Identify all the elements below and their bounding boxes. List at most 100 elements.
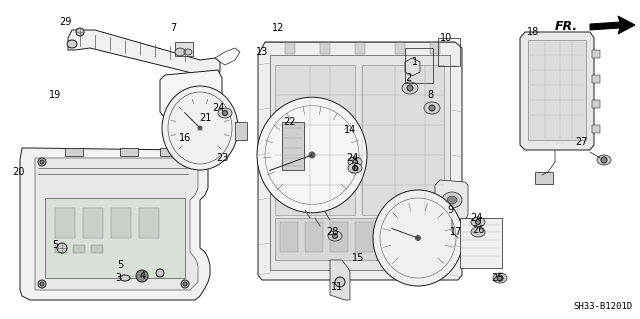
Ellipse shape bbox=[471, 227, 485, 237]
Text: 12: 12 bbox=[272, 23, 284, 33]
Ellipse shape bbox=[402, 82, 418, 94]
Text: 23: 23 bbox=[216, 153, 228, 163]
Ellipse shape bbox=[471, 217, 485, 227]
Bar bbox=[285, 42, 295, 54]
Text: 6: 6 bbox=[352, 163, 358, 173]
Ellipse shape bbox=[328, 231, 342, 241]
Bar bbox=[73, 245, 85, 253]
Bar bbox=[55, 208, 75, 238]
Bar bbox=[592, 75, 600, 83]
Ellipse shape bbox=[76, 28, 84, 36]
Polygon shape bbox=[520, 32, 594, 150]
Bar bbox=[65, 148, 83, 156]
Bar bbox=[91, 245, 103, 253]
Text: 9: 9 bbox=[447, 205, 453, 215]
Bar bbox=[592, 125, 600, 133]
Text: 4: 4 bbox=[140, 271, 146, 281]
Bar bbox=[438, 38, 460, 66]
Text: 8: 8 bbox=[427, 90, 433, 100]
Text: 3: 3 bbox=[115, 273, 121, 283]
Bar bbox=[111, 208, 131, 238]
Bar bbox=[275, 65, 355, 215]
Bar bbox=[270, 55, 450, 270]
Ellipse shape bbox=[181, 158, 189, 166]
Ellipse shape bbox=[429, 105, 435, 111]
Bar bbox=[380, 222, 398, 252]
Polygon shape bbox=[35, 158, 198, 290]
Text: 19: 19 bbox=[49, 90, 61, 100]
Polygon shape bbox=[435, 180, 468, 222]
Ellipse shape bbox=[348, 163, 362, 173]
Ellipse shape bbox=[120, 275, 130, 281]
Ellipse shape bbox=[40, 160, 44, 164]
Text: 24: 24 bbox=[212, 103, 224, 113]
Polygon shape bbox=[405, 58, 420, 76]
Ellipse shape bbox=[198, 126, 202, 130]
Ellipse shape bbox=[348, 157, 362, 167]
Ellipse shape bbox=[223, 111, 227, 115]
Polygon shape bbox=[68, 30, 220, 75]
Bar bbox=[592, 100, 600, 108]
Ellipse shape bbox=[156, 269, 164, 277]
Text: 27: 27 bbox=[576, 137, 588, 147]
Text: 10: 10 bbox=[440, 33, 452, 43]
Text: 13: 13 bbox=[256, 47, 268, 57]
Bar bbox=[355, 42, 365, 54]
Ellipse shape bbox=[373, 190, 463, 286]
Ellipse shape bbox=[40, 282, 44, 286]
Ellipse shape bbox=[175, 48, 185, 56]
Bar bbox=[535, 172, 553, 184]
Text: 1: 1 bbox=[412, 57, 418, 67]
Ellipse shape bbox=[447, 196, 457, 204]
Bar bbox=[120, 148, 138, 156]
Ellipse shape bbox=[67, 40, 77, 48]
Ellipse shape bbox=[218, 108, 232, 118]
Ellipse shape bbox=[257, 97, 367, 213]
Ellipse shape bbox=[136, 270, 148, 282]
Text: 11: 11 bbox=[331, 282, 343, 292]
Bar bbox=[430, 42, 440, 54]
Text: 14: 14 bbox=[344, 125, 356, 135]
Ellipse shape bbox=[415, 235, 420, 241]
Text: 16: 16 bbox=[179, 133, 191, 143]
Ellipse shape bbox=[221, 109, 229, 117]
Text: 24: 24 bbox=[470, 213, 482, 223]
Bar bbox=[282, 122, 304, 170]
Bar bbox=[45, 198, 185, 278]
Ellipse shape bbox=[183, 160, 187, 164]
Text: 26: 26 bbox=[472, 225, 484, 235]
Text: 24: 24 bbox=[346, 153, 358, 163]
Bar bbox=[460, 218, 502, 268]
Ellipse shape bbox=[38, 280, 46, 288]
Text: 7: 7 bbox=[170, 23, 176, 33]
Text: 5: 5 bbox=[52, 240, 58, 250]
Ellipse shape bbox=[601, 157, 607, 163]
Ellipse shape bbox=[38, 158, 46, 166]
Bar bbox=[320, 42, 330, 54]
Polygon shape bbox=[258, 42, 462, 280]
Ellipse shape bbox=[407, 85, 413, 91]
Text: 17: 17 bbox=[450, 227, 462, 237]
Text: 5: 5 bbox=[117, 260, 123, 270]
Bar bbox=[405, 48, 433, 83]
Text: 28: 28 bbox=[326, 227, 338, 237]
Ellipse shape bbox=[493, 273, 507, 283]
Text: 22: 22 bbox=[284, 117, 296, 127]
Ellipse shape bbox=[223, 110, 227, 115]
Ellipse shape bbox=[353, 166, 358, 170]
Text: 20: 20 bbox=[12, 167, 24, 177]
Bar bbox=[83, 208, 103, 238]
Text: 29: 29 bbox=[59, 17, 71, 27]
Bar bbox=[592, 50, 600, 58]
Ellipse shape bbox=[424, 102, 440, 114]
Bar bbox=[395, 42, 405, 54]
Bar bbox=[355, 222, 373, 252]
Polygon shape bbox=[590, 16, 635, 34]
Bar bbox=[55, 245, 67, 253]
Bar bbox=[330, 222, 348, 252]
Ellipse shape bbox=[335, 277, 345, 287]
Ellipse shape bbox=[162, 86, 238, 170]
Bar bbox=[235, 122, 247, 140]
Ellipse shape bbox=[184, 49, 192, 55]
Bar bbox=[405, 222, 423, 252]
